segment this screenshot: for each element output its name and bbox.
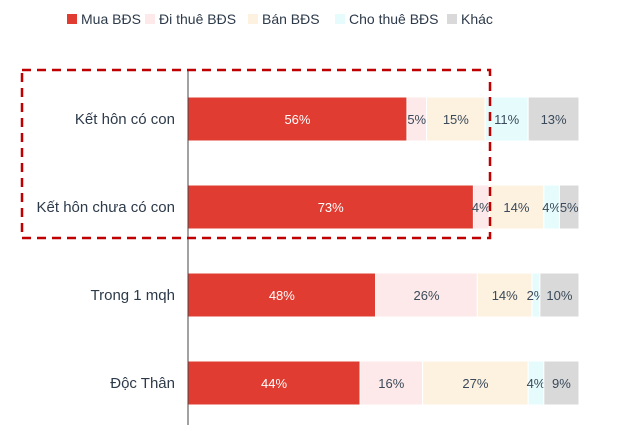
data-label: 4% [542,200,561,215]
data-label: 16% [378,376,404,391]
data-label: 11% [494,112,519,127]
category-label: Kết hôn có con [75,111,175,128]
legend-label: Bán BĐS [262,11,320,27]
bar-segment [426,96,486,142]
legend-swatch [248,14,258,24]
bar-segment [422,360,529,406]
category-label: Kết hôn chưa có con [37,199,175,216]
legend-swatch [447,14,457,24]
legend-label: Mua BĐS [81,11,141,27]
data-label: 44% [261,376,287,391]
data-label: 15% [443,112,469,127]
data-label: 56% [284,112,310,127]
data-label: 27% [462,376,488,391]
bar-segment [359,360,424,406]
legend-item: Mua BĐS [67,11,141,27]
legend-item: Khác [447,11,493,27]
data-label: 73% [318,200,344,215]
data-label: 14% [492,288,518,303]
data-label: 4% [527,376,546,391]
legend-label: Khác [461,11,493,27]
legend-label: Cho thuê BĐS [349,11,439,27]
category-label: Độc Thân [110,375,175,392]
legend-swatch [335,14,345,24]
legend-swatch [145,14,155,24]
bar-segment [484,96,529,142]
category-label: Trong 1 mqh [91,287,176,304]
data-label: 9% [552,376,571,391]
data-label: 5% [560,200,579,215]
bar-segment [375,272,478,318]
bar-segment [539,272,580,318]
bar-segment [558,184,580,230]
data-label: 4% [472,200,491,215]
legend-item: Đi thuê BĐS [145,11,236,27]
legend-item: Bán BĐS [248,11,320,27]
data-label: 14% [503,200,529,215]
highlight-box [20,68,492,240]
data-label: 48% [269,288,295,303]
legend-label: Đi thuê BĐS [159,11,237,27]
legend-item: Cho thuê BĐS [335,11,439,27]
data-label: 13% [541,112,567,127]
bar-segment [187,360,361,406]
legend-swatch [67,14,77,24]
bar-segment [187,272,377,318]
data-label: 26% [413,288,439,303]
data-label: 5% [407,112,426,127]
data-label: 10% [546,288,572,303]
bar-segment [527,96,580,142]
bar-segment [543,360,580,406]
